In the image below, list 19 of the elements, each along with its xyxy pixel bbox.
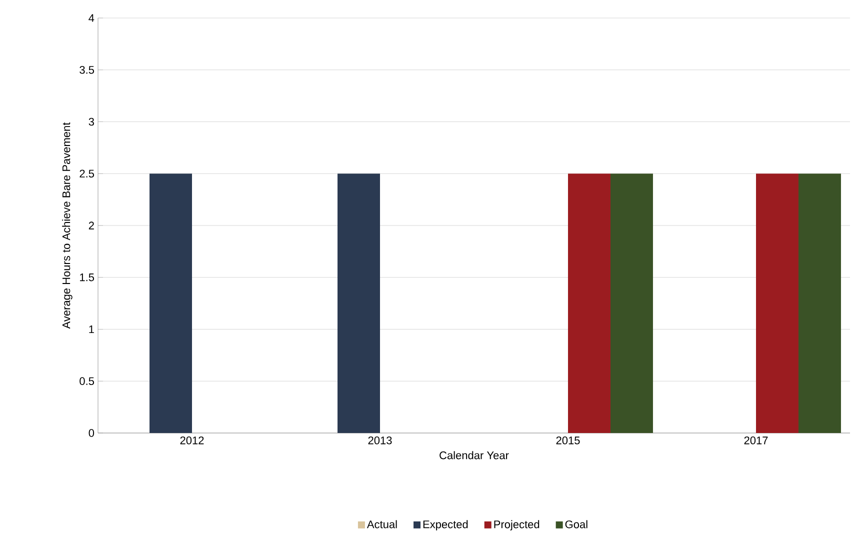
y-tick-label: 0 [88, 429, 94, 437]
x-axis-title: Calendar Year [440, 451, 509, 460]
x-tick-label: 2015 [556, 436, 580, 444]
y-axis-title: Average Hours to Achieve Bare Pavement [62, 122, 72, 329]
y-tick-label: 3 [88, 118, 94, 126]
x-tick-label: 2012 [180, 436, 204, 444]
y-tick-label: 1 [89, 325, 94, 334]
legend-label: Expected [423, 520, 468, 530]
y-tick-label: 2.5 [80, 170, 94, 178]
x-tick-label: 2013 [368, 436, 392, 444]
y-tick-label: 3.5 [80, 66, 94, 74]
x-tick-label: 2017 [744, 436, 768, 444]
y-tick-label: 4 [88, 14, 94, 22]
legend-label: Projected [494, 520, 540, 530]
legend-label: Goal [565, 520, 588, 528]
y-tick-label: 1.5 [80, 274, 94, 282]
y-tick-label: 2 [88, 222, 94, 230]
legend-label: Actual [366, 520, 397, 528]
y-tick-label: 0.5 [80, 377, 94, 386]
